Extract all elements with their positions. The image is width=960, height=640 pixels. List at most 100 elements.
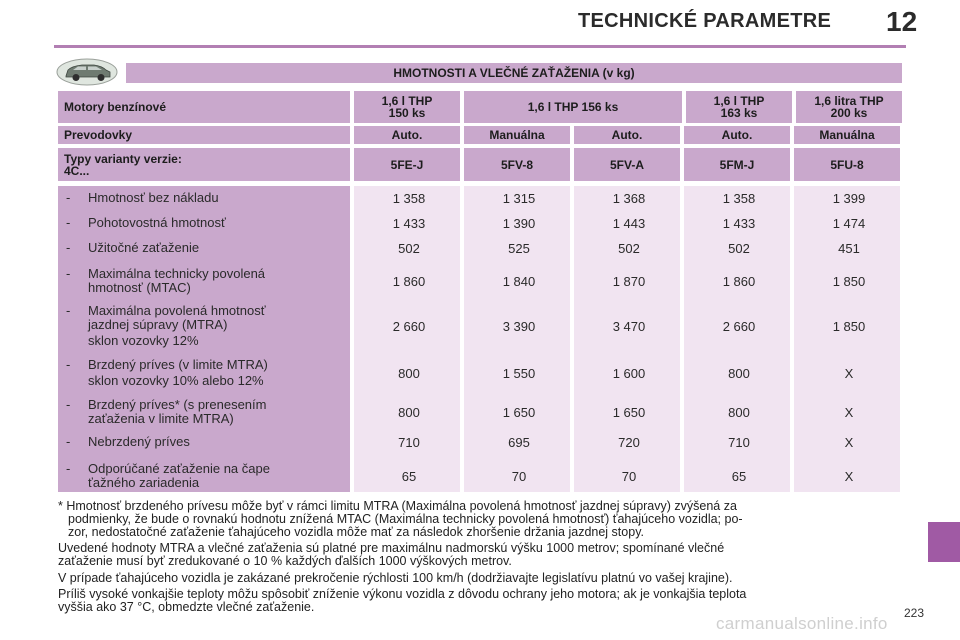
row-label-text: ťažného zariadenia [88,475,200,490]
section-title: TECHNICKÉ PARAMETRE [578,10,832,32]
gearbox-row: Prevodovky Auto. Manuálna Auto. Auto. Ma… [58,126,902,144]
bullet-dash: - [66,461,71,476]
engine-header: 1,6 l THP 150 ks [354,91,460,123]
table-cell: 800 [728,405,750,420]
row-label-text: Pohotovostná hmotnosť [88,215,226,230]
gearbox-header: Auto. [574,126,680,144]
table-cell: 502 [618,241,640,256]
note-text: V prípade ťahajúceho vozidla je zakázané… [58,571,733,585]
bullet-dash: - [66,303,71,318]
table-cell: 1 850 [832,319,866,334]
row-label-text: hmotnosť (MTAC) [88,280,191,295]
table-cell: X [844,469,854,484]
row-label-text: Maximálna povolená hmotnosť [88,303,266,318]
row-labels-column [58,186,350,492]
data-column [464,186,570,492]
bullet-dash: - [66,266,71,281]
variant-header: 5FM-J [684,148,790,181]
data-column [684,186,790,492]
note-text: zaťaženie musí byť zredukované o 10 % ka… [58,554,512,568]
watermark: carmanualsonline.info [716,614,888,633]
row-label-text: Maximálna technicky povolená [88,266,266,281]
bullet-dash: - [66,357,71,372]
table-cell: 1 650 [502,405,536,420]
table-cell: 525 [508,241,530,256]
table-cell: 1 390 [502,216,536,231]
table-cell: 1 840 [502,274,536,289]
bullet-dash: - [66,434,71,449]
table-cell: 65 [401,469,417,484]
table-cell: 1 358 [722,191,756,206]
chapter-number: 12 [886,6,918,37]
table-cell: 800 [398,405,420,420]
table-cell: 1 860 [722,274,756,289]
table-cell: 502 [728,241,750,256]
table-cell: 1 358 [392,191,426,206]
table-cell: X [844,435,854,450]
row-label-text: zaťaženia v limite MTRA) [88,411,234,426]
table-title: HMOTNOSTI A VLEČNÉ ZAŤAŽENIA (v kg) [126,63,902,83]
data-column [574,186,680,492]
row-label-text: Nebrzdený príves [88,434,190,449]
table-cell: 3 390 [502,319,536,334]
table-cell: 2 660 [722,319,756,334]
engine-header: 1,6 litra THP 200 ks [796,91,902,123]
row-label-text: sklon vozovky 12% [88,333,199,348]
variant-header: 5FU-8 [794,148,900,181]
footnote-text: podmienky, že bude o rovnakú hodnotu zní… [68,512,743,526]
page-number: 223 [904,606,925,620]
table-cell: 1 650 [612,405,646,420]
variant-header: 5FE-J [354,148,460,181]
table-cell: 800 [728,366,750,381]
row-label-text: jazdnej súpravy (MTRA) [88,317,228,332]
variants-row: Typy varianty verzie: 4C... 5FE-J 5FV-8 … [58,148,902,181]
bullet-dash: - [66,240,71,255]
table-cell: 695 [508,435,530,450]
table-cell: 1 443 [612,216,646,231]
table-cell: 710 [728,435,750,450]
table-cell: 800 [398,366,420,381]
car-icon [56,58,118,86]
table-cell: 1 870 [612,274,646,289]
gearbox-header: Auto. [354,126,460,144]
table-cell: 1 399 [832,191,866,206]
table-cell: 3 470 [612,319,646,334]
table-cell: X [844,366,854,381]
engine-header: 1,6 l THP 156 ks [464,91,682,123]
table-cell: 1 550 [502,366,536,381]
gearbox-header: Manuálna [794,126,900,144]
table-cell: 502 [398,241,420,256]
row-label-text: Odporúčané zaťaženie na čape [88,461,270,476]
table-cell: X [844,405,854,420]
note-text: Uvedené hodnoty MTRA a vlečné zaťaženia … [58,541,725,555]
table-cell: 1 600 [612,366,646,381]
header-divider [54,45,906,48]
bullet-dash: - [66,190,71,205]
note-text: vyššia ako 37 °C, obmedzte vlečné zaťaže… [58,600,315,614]
table-cell: 451 [838,241,860,256]
variants-label: Typy varianty verzie: 4C... [58,148,350,181]
note-text: Príliš vysoké vonkajšie teploty môžu spô… [58,587,747,601]
row-label-text: Hmotnosť bez nákladu [88,190,219,205]
bullet-dash: - [66,397,71,412]
engines-row: Motory benzínové 1,6 l THP 150 ks 1,6 l … [58,91,902,123]
variant-header: 5FV-A [574,148,680,181]
data-column [794,186,900,492]
gearbox-header: Manuálna [464,126,570,144]
row-label-text: Brzdený príves* (s prenesením [88,397,267,412]
chapter-tab [928,522,960,562]
gearbox-header: Auto. [684,126,790,144]
table-cell: 710 [398,435,420,450]
bullet-dash: - [66,215,71,230]
engines-label: Motory benzínové [58,91,350,123]
table-cell: 1 433 [722,216,756,231]
variant-header: 5FV-8 [464,148,570,181]
table-cell: 1 368 [612,191,646,206]
table-cell: 1 860 [392,274,426,289]
table-cell: 1 474 [832,216,866,231]
table-cell: 70 [621,469,637,484]
table-cell: 1 850 [832,274,866,289]
gearbox-label: Prevodovky [58,126,350,144]
row-label-text: Užitočné zaťaženie [88,240,200,255]
row-label-text: Brzdený príves (v limite MTRA) [88,357,268,372]
